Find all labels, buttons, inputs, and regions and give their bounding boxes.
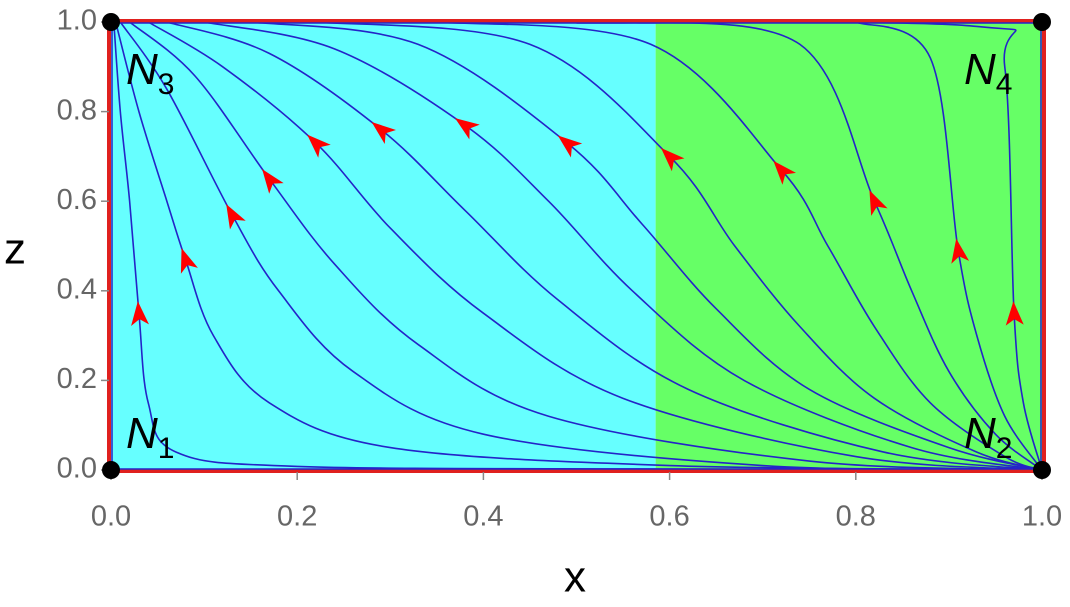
x-tick-label: 1.0 xyxy=(1022,501,1062,533)
y-tick-label: 1.0 xyxy=(57,5,97,37)
trajectories xyxy=(112,21,1043,471)
node-subscript: 1 xyxy=(158,432,175,465)
trajectory xyxy=(315,21,1043,471)
y-tick-label: 0.0 xyxy=(57,453,97,485)
node-subscript: 2 xyxy=(996,432,1013,465)
y-axis-label: z xyxy=(4,225,26,274)
node-name: N xyxy=(964,409,996,458)
node xyxy=(1033,461,1051,479)
node-subscript: 3 xyxy=(158,68,175,101)
flow-arrow xyxy=(262,169,284,194)
flow-arrow xyxy=(455,118,480,140)
trajectory xyxy=(147,21,1043,471)
trajectory xyxy=(203,21,1043,471)
trajectory xyxy=(166,21,1043,471)
flow-arrow xyxy=(773,160,796,185)
y-tick-label: 0.8 xyxy=(57,94,97,126)
trajectory xyxy=(119,21,1043,471)
node-name: N xyxy=(126,409,158,458)
boundary xyxy=(107,19,1046,473)
x-tick-label: 0.8 xyxy=(836,501,876,533)
node xyxy=(102,13,120,31)
flow-arrow xyxy=(307,134,331,158)
node xyxy=(1033,13,1051,31)
regions xyxy=(111,22,1042,470)
flow-arrow xyxy=(1005,301,1024,326)
trajectory xyxy=(129,21,1043,471)
trajectory xyxy=(436,21,1043,471)
node-name: N xyxy=(964,45,996,94)
flow-arrow xyxy=(371,122,396,145)
y-tick-label: 0.4 xyxy=(57,273,97,305)
node-subscript: 4 xyxy=(996,68,1013,101)
trajectory xyxy=(622,21,1043,471)
node-label: N4 xyxy=(964,45,1012,101)
y-tick-label: 0.6 xyxy=(57,184,97,216)
x-tick-label: 0.6 xyxy=(649,501,689,533)
node-label: N2 xyxy=(964,409,1012,465)
flow-arrow xyxy=(661,147,685,172)
trajectory xyxy=(855,21,1043,471)
flow-arrow xyxy=(131,301,149,326)
node-label: N3 xyxy=(126,45,174,101)
flow-arrow xyxy=(557,135,583,158)
flow-arrow xyxy=(869,190,888,216)
annotations: 0.0 0.2 0.4 0.6 0.8 1.00.00.20.40.60.81.0N1 N2… xyxy=(57,5,1062,533)
trajectory xyxy=(250,21,1043,471)
y-tick-label: 0.2 xyxy=(57,363,97,395)
trajectory xyxy=(114,21,1043,471)
node-label: N1 xyxy=(126,409,174,465)
region xyxy=(111,22,656,470)
x-tick-label: 0.0 xyxy=(91,501,131,533)
flow-arrow xyxy=(180,248,198,274)
x-tick-label: 0.4 xyxy=(463,501,503,533)
node-name: N xyxy=(126,45,158,94)
frame xyxy=(107,19,1046,473)
node xyxy=(102,461,120,479)
boundary-inner xyxy=(111,22,1042,470)
flow-arrow xyxy=(951,238,970,264)
x-tick-label: 0.2 xyxy=(277,501,317,533)
x-axis-label: x xyxy=(564,553,586,602)
flow-arrow xyxy=(226,204,246,230)
